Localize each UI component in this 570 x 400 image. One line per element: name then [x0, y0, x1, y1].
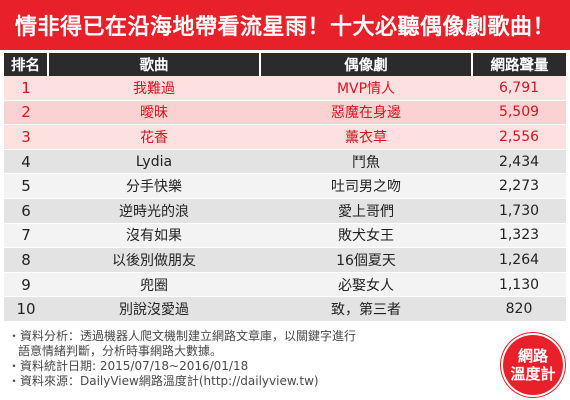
drama-cell: 鬥魚	[260, 149, 472, 175]
song-cell: Lydia	[48, 149, 260, 175]
volume-cell: 2,434	[472, 149, 566, 175]
column-header-rank: 排名	[4, 53, 49, 76]
table-row: 4 Lydia 鬥魚 2,434	[4, 149, 566, 175]
table-row: 8 以後別做朋友 16個夏天 1,264	[4, 247, 566, 273]
drama-cell: 惡魔在身邊	[260, 100, 472, 126]
volume-cell: 1,130	[472, 272, 566, 298]
table-header-row: 排名 歌曲 偶像劇 網路聲量	[4, 53, 566, 76]
rank-cell: 3	[4, 124, 48, 150]
table-row: 10 別說沒愛過 致，第三者 820	[4, 296, 566, 322]
drama-cell: MVP情人	[260, 76, 472, 101]
song-cell: 曖昧	[48, 100, 260, 126]
note-analysis: ・資料分析：透過機器人爬文機制建立網路文章庫，以關鍵字進行	[8, 329, 357, 343]
song-cell: 別說沒愛過	[48, 296, 260, 322]
rank-cell: 1	[4, 76, 48, 101]
drama-cell: 薰衣草	[260, 124, 472, 150]
song-cell: 沒有如果	[48, 223, 260, 249]
song-cell: 以後別做朋友	[48, 247, 260, 273]
logo-text-line1: 網路	[517, 347, 548, 365]
title-banner: 情非得已在沿海地帶看流星雨！十大必聽偶像劇歌曲！	[0, 0, 570, 50]
note-period: ・資料統計日期: 2015/07/18~2016/01/18	[8, 359, 249, 373]
column-header-volume: 網路聲量	[472, 53, 566, 76]
table-row: 5 分手快樂 吐司男之吻 2,273	[4, 173, 566, 199]
footnotes: ・資料分析：透過機器人爬文機制建立網路文章庫，以關鍵字進行 語意情緒判斷，分析時…	[8, 329, 488, 389]
drama-cell: 吐司男之吻	[260, 173, 472, 199]
ranking-table: 排名 歌曲 偶像劇 網路聲量 1 我難過 MVP情人 6,791 2 曖昧 惡魔…	[4, 53, 566, 322]
dailyview-logo-badge: 網路 溫度計	[503, 335, 563, 395]
note-analysis-continued: 語意情緒判斷，分析時事網路大數據。	[18, 344, 223, 358]
volume-cell: 6,791	[472, 76, 566, 101]
volume-cell: 2,556	[472, 124, 566, 150]
rank-cell: 8	[4, 247, 48, 273]
rank-cell: 10	[4, 296, 48, 322]
song-cell: 分手快樂	[48, 173, 260, 199]
song-cell: 兜圈	[48, 272, 260, 298]
drama-cell: 致，第三者	[260, 296, 472, 322]
volume-cell: 820	[472, 296, 566, 322]
logo-text-line2: 溫度計	[510, 365, 556, 383]
rank-cell: 9	[4, 272, 48, 298]
volume-cell: 5,509	[472, 100, 566, 126]
table-row: 1 我難過 MVP情人 6,791	[4, 76, 566, 101]
song-cell: 逆時光的浪	[48, 198, 260, 224]
table-row: 3 花香 薰衣草 2,556	[4, 124, 566, 150]
volume-cell: 1,323	[472, 223, 566, 249]
volume-cell: 1,730	[472, 198, 566, 224]
volume-cell: 2,273	[472, 173, 566, 199]
volume-cell: 1,264	[472, 247, 566, 273]
drama-cell: 16個夏天	[260, 247, 472, 273]
song-cell: 花香	[48, 124, 260, 150]
table-row: 2 曖昧 惡魔在身邊 5,509	[4, 100, 566, 126]
rank-cell: 6	[4, 198, 48, 224]
table-row: 9 兜圈 必娶女人 1,130	[4, 272, 566, 298]
table-row: 7 沒有如果 敗犬女王 1,323	[4, 223, 566, 249]
table-row: 6 逆時光的浪 愛上哥們 1,730	[4, 198, 566, 224]
column-header-drama: 偶像劇	[260, 53, 473, 76]
drama-cell: 必娶女人	[260, 272, 472, 298]
song-cell: 我難過	[48, 76, 260, 101]
drama-cell: 愛上哥們	[260, 198, 472, 224]
drama-cell: 敗犬女王	[260, 223, 472, 249]
page-title: 情非得已在沿海地帶看流星雨！十大必聽偶像劇歌曲！	[14, 15, 555, 40]
rank-cell: 2	[4, 100, 48, 126]
column-header-song: 歌曲	[48, 53, 261, 76]
rank-cell: 5	[4, 173, 48, 199]
rank-cell: 7	[4, 223, 48, 249]
rank-cell: 4	[4, 149, 48, 175]
table-body: 1 我難過 MVP情人 6,791 2 曖昧 惡魔在身邊 5,509 3 花香 …	[4, 76, 566, 322]
note-source: ・資料來源：DailyView網路溫度計(http://dailyview.tw…	[8, 374, 319, 388]
